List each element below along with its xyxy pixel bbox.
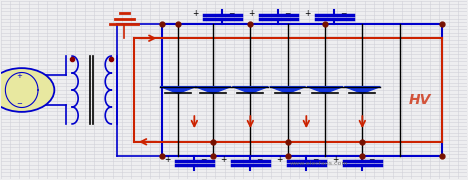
Polygon shape [270, 87, 306, 93]
Polygon shape [233, 87, 268, 93]
Ellipse shape [0, 68, 54, 112]
Text: +: + [277, 155, 283, 164]
Text: +: + [220, 155, 227, 164]
Text: HV: HV [409, 93, 431, 107]
Text: −: − [200, 155, 206, 164]
Polygon shape [160, 87, 196, 93]
Polygon shape [344, 87, 380, 93]
Text: −: − [228, 9, 234, 18]
Text: www.elecfans.com: www.elecfans.com [290, 161, 349, 166]
Text: −: − [312, 155, 318, 164]
Text: −: − [368, 155, 374, 164]
Text: −: − [340, 9, 346, 18]
Text: −: − [284, 9, 290, 18]
Polygon shape [307, 87, 343, 93]
Text: +: + [305, 9, 311, 18]
Polygon shape [195, 87, 231, 93]
Text: +: + [249, 9, 255, 18]
Text: +: + [333, 155, 339, 164]
Text: +: + [165, 155, 171, 164]
Text: +: + [16, 73, 22, 79]
Text: +: + [193, 9, 199, 18]
Text: −: − [16, 101, 22, 107]
Text: −: − [256, 155, 262, 164]
